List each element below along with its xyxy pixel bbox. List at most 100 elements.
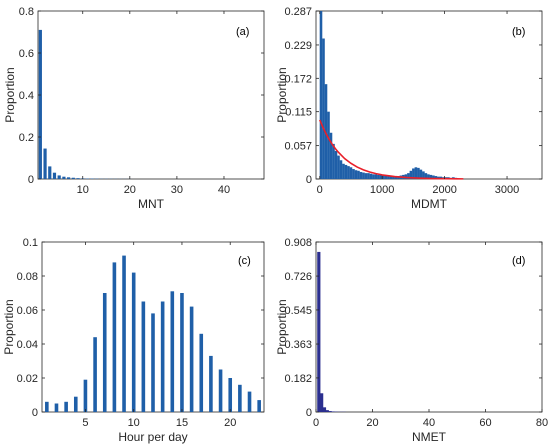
bar-c-2 [64,401,68,412]
bar-c-13 [170,291,175,412]
bar-b-40 [419,169,423,179]
bar-b-18 [364,173,368,179]
x-tick-label-c-0: 5 [82,417,88,429]
x-tick-label-d-4: 80 [536,417,548,429]
y-tick-label-b-3: 0.172 [284,73,312,85]
x-tick-label-a-1: 20 [124,184,136,196]
bar-b-0 [319,11,323,179]
bars-a [38,29,132,180]
bar-b-4 [329,132,333,179]
panel-a: 10 20 30 40 0 0.2 0.4 0.6 0.8 (a) MNT Proportion [3,6,265,211]
bar-b-10 [344,164,348,179]
bar-b-48 [439,176,443,179]
bar-b-41 [422,171,425,179]
bar-c-17 [209,355,213,412]
bar-c-19 [228,378,233,412]
x-tick-label-a-0: 10 [77,184,89,196]
y-tick-label-a-2: 0.4 [19,90,34,102]
bar-b-15 [357,170,360,179]
x-tick-label-c-2: 15 [176,417,188,429]
y-tick-label-a-3: 0.6 [19,48,34,60]
bar-b-44 [429,174,433,179]
bar-b-39 [417,167,420,179]
x-tick-label-d-2: 40 [423,417,435,429]
bar-b-6 [334,150,338,179]
bar-a-6 [67,177,71,179]
bar-b-5 [332,143,335,179]
bar-b-16 [359,171,363,179]
y-tick-label-b-0: 0 [306,174,312,186]
bar-d-3 [325,410,329,412]
bar-c-10 [141,301,146,412]
bar-a-7 [71,177,75,179]
bar-b-30 [394,176,398,179]
bar-b-25 [382,175,385,179]
bar-b-42 [424,173,428,179]
y-tick-label-c-5: 0.1 [23,237,38,249]
axes-frame-b [315,10,543,180]
ticks-c: 5 10 15 20 0 0.02 0.04 0.06 0.08 0.1 [17,237,264,429]
fit-line-b [319,119,464,180]
bar-b-45 [432,175,435,179]
bar-b-27 [387,175,390,179]
bar-b-7 [337,155,340,179]
bar-b-23 [377,174,380,179]
y-tick-label-a-1: 0.2 [19,132,34,144]
bar-b-34 [404,174,408,179]
x-tick-label-d-3: 60 [479,417,491,429]
bar-c-3 [73,396,78,412]
bar-c-18 [218,369,223,412]
bar-c-11 [151,313,155,412]
y-axis-label-b: Proportion [275,67,289,122]
bar-b-28 [389,176,393,179]
x-axis-label-d: NMET [412,430,447,444]
y-tick-label-c-4: 0.08 [17,271,38,283]
axes-frame-d [315,241,543,413]
bar-b-13 [352,169,355,179]
y-tick-label-c-1: 0.02 [17,373,38,385]
ticks-b: 0 1000 2000 3000 0 0.057 0.115 0.172 0.229 0.287 [284,6,542,196]
bar-b-2 [324,84,328,179]
x-tick-label-c-3: 20 [224,417,236,429]
bar-d-2 [322,407,327,412]
x-axis-label-c: Hour per day [118,430,187,444]
y-tick-label-d-2: 0.363 [284,339,312,351]
bar-d-0 [317,251,321,412]
bar-b-19 [367,173,370,179]
bar-b-24 [379,174,383,179]
y-tick-label-a-4: 0.8 [19,6,34,18]
y-tick-label-c-2: 0.04 [17,339,38,351]
bar-b-37 [412,168,415,179]
panel-label-c: (c) [238,255,251,267]
y-tick-label-c-0: 0 [32,407,38,419]
x-tick-label-b-2: 2000 [432,184,456,196]
bar-a-3 [52,172,57,179]
x-tick-label-d-1: 20 [366,417,378,429]
bar-b-21 [372,174,375,179]
panel-label-a: (a) [236,26,249,38]
axes-frame-a [37,10,265,180]
bar-b-9 [342,163,345,179]
bar-d-1 [320,393,324,412]
bar-b-20 [369,173,373,179]
bar-b-12 [349,167,353,179]
bar-a-4 [57,175,61,179]
bar-c-22 [257,400,261,412]
y-tick-label-d-4: 0.726 [284,271,312,283]
bar-c-8 [122,255,126,412]
x-tick-label-c-1: 10 [128,417,140,429]
bar-b-29 [392,176,395,179]
y-tick-label-b-4: 0.229 [284,40,312,52]
bar-c-21 [247,391,252,412]
bar-d-5 [331,411,335,412]
y-tick-label-a-0: 0 [28,174,34,186]
bar-b-14 [354,170,358,179]
bar-a-0 [38,29,42,180]
bar-c-15 [189,306,194,412]
y-axis-label-c: Proportion [2,299,16,354]
bar-b-36 [409,170,413,179]
bar-c-20 [238,384,242,412]
panel-b: 0 1000 2000 300000.0570.1150.1720.2290.287 … [275,6,543,211]
